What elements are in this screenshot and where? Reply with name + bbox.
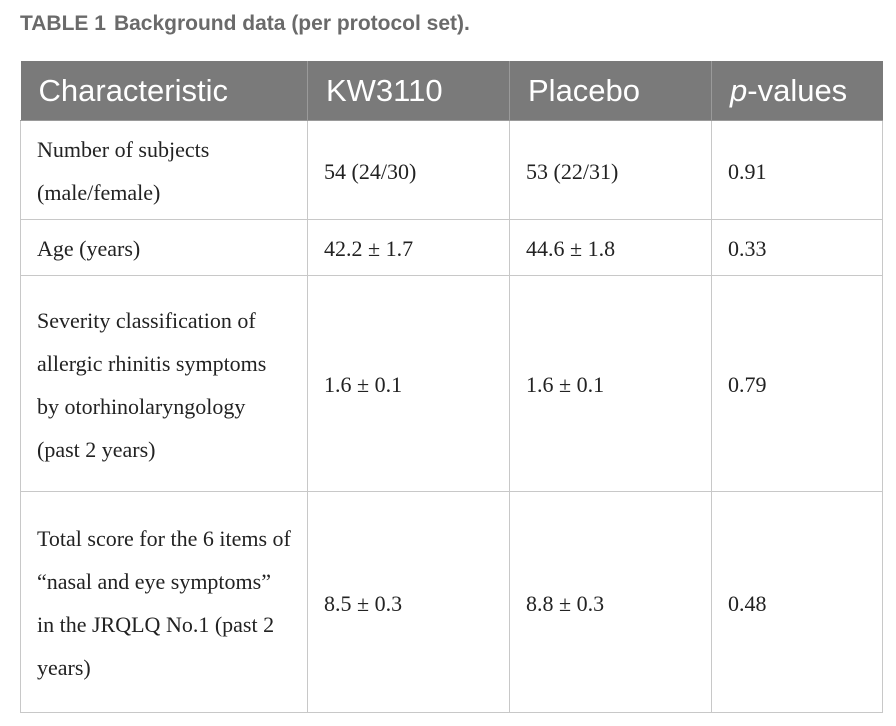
table-row: Age (years) 42.2 ± 1.7 44.6 ± 1.8 0.33: [20, 219, 883, 276]
header-row: Characteristic KW3110 Placebo p-values: [20, 61, 883, 121]
cell-characteristic: Severity classification of allergic rhin…: [20, 275, 308, 492]
table-header: Characteristic KW3110 Placebo p-values: [20, 61, 883, 121]
table-row: Severity classification of allergic rhin…: [20, 275, 883, 492]
background-data-table: Characteristic KW3110 Placebo p-values N…: [20, 61, 883, 713]
table-caption: TABLE 1 Background data (per protocol set…: [20, 12, 470, 36]
cell-kw3110: 54 (24/30): [307, 120, 510, 220]
cell-kw3110: 1.6 ± 0.1: [307, 275, 510, 492]
cell-characteristic: Total score for the 6 items of “nasal an…: [20, 491, 308, 713]
cell-p-value: 0.33: [711, 219, 883, 276]
cell-kw3110: 42.2 ± 1.7: [307, 219, 510, 276]
header-p-values: p-values: [711, 61, 883, 121]
cell-placebo: 53 (22/31): [509, 120, 712, 220]
cell-placebo: 8.8 ± 0.3: [509, 491, 712, 713]
cell-p-value: 0.91: [711, 120, 883, 220]
cell-placebo: 1.6 ± 0.1: [509, 275, 712, 492]
table-row: Number of subjects (male/female) 54 (24/…: [20, 120, 883, 220]
table-label: TABLE 1: [20, 12, 106, 35]
cell-placebo: 44.6 ± 1.8: [509, 219, 712, 276]
header-kw3110: KW3110: [307, 61, 510, 121]
cell-p-value: 0.79: [711, 275, 883, 492]
cell-kw3110: 8.5 ± 0.3: [307, 491, 510, 713]
cell-characteristic: Age (years): [20, 219, 308, 276]
cell-p-value: 0.48: [711, 491, 883, 713]
header-p-italic: p: [730, 72, 748, 108]
table-row: Total score for the 6 items of “nasal an…: [20, 491, 883, 713]
cell-characteristic: Number of subjects (male/female): [20, 120, 308, 220]
table-title: Background data (per protocol set).: [113, 12, 470, 35]
header-p-suffix: -values: [747, 72, 848, 108]
header-characteristic: Characteristic: [20, 61, 308, 121]
header-placebo: Placebo: [509, 61, 712, 121]
table-body: Number of subjects (male/female) 54 (24/…: [20, 120, 883, 713]
